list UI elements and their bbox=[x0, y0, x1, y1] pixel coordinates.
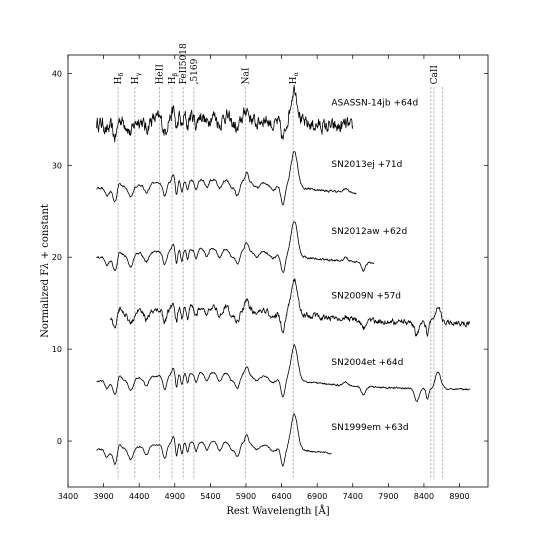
x-tick-label: 4900 bbox=[165, 492, 185, 501]
x-tick-label: 8900 bbox=[449, 492, 469, 501]
x-axis: 3400 3900 4400 4900 5400 5900 6400 6900 7400 7900… bbox=[58, 55, 470, 501]
line-label: FeII5018 bbox=[179, 43, 189, 84]
line-label: ,5169 bbox=[190, 58, 200, 84]
line-label: Hγ bbox=[131, 73, 142, 85]
x-tick-label: 7900 bbox=[378, 492, 398, 501]
line-label: Hα bbox=[289, 72, 300, 85]
y-axis-label: Normalized Fλ + constant bbox=[40, 204, 51, 338]
x-tick-label: 6900 bbox=[307, 492, 327, 501]
y-tick-label: 0 bbox=[57, 437, 62, 446]
y-tick-label: 30 bbox=[52, 161, 62, 170]
spectrum-label: ASASSN-14jb +64d bbox=[331, 99, 418, 109]
x-tick-label: 7400 bbox=[343, 492, 363, 501]
line-label: Hβ bbox=[168, 73, 179, 85]
y-axis: 0 10 20 30 40 bbox=[52, 69, 488, 446]
x-tick-label: 3900 bbox=[93, 492, 113, 501]
spectrum-line bbox=[110, 278, 471, 337]
x-tick-label: 3400 bbox=[58, 492, 78, 501]
spectrum-label: SN2009N +57d bbox=[331, 292, 401, 302]
spectrum-label: SN2004et +64d bbox=[331, 358, 403, 368]
line-label: HeII bbox=[156, 64, 166, 85]
spectra bbox=[96, 84, 471, 467]
plot-frame bbox=[67, 54, 489, 488]
line-labels: Hδ Hγ HeII Hβ FeII5018,5169 NaI Hα CaII bbox=[114, 43, 440, 84]
line-label: CaII bbox=[430, 65, 440, 85]
x-tick-label: 5400 bbox=[200, 492, 220, 501]
y-tick-label: 20 bbox=[52, 253, 62, 262]
line-label: NaI bbox=[241, 67, 251, 84]
spectrum-label: SN1999em +63d bbox=[331, 423, 408, 433]
x-axis-label: Rest Wavelength [Å] bbox=[226, 505, 329, 517]
spectrum-line bbox=[96, 413, 332, 467]
y-tick-label: 40 bbox=[52, 69, 62, 78]
x-tick-label: 5900 bbox=[236, 492, 256, 501]
x-tick-label: 8400 bbox=[414, 492, 434, 501]
spectrum-label: SN2012aw +62d bbox=[331, 227, 407, 237]
spectrum-line bbox=[96, 151, 357, 206]
spectrum-line bbox=[96, 221, 375, 273]
line-markers bbox=[117, 87, 443, 480]
spectrum-label: SN2013ej +71d bbox=[331, 160, 402, 170]
spectrum-labels: ASASSN-14jb +64d SN2013ej +71d SN2012aw +6… bbox=[331, 99, 418, 433]
spectrum-line bbox=[96, 84, 354, 143]
spectrum-line bbox=[96, 344, 471, 402]
x-tick-label: 4400 bbox=[129, 492, 149, 501]
x-tick-label: 6400 bbox=[271, 492, 291, 501]
y-tick-label: 10 bbox=[52, 345, 62, 354]
line-label: Hδ bbox=[114, 73, 125, 85]
